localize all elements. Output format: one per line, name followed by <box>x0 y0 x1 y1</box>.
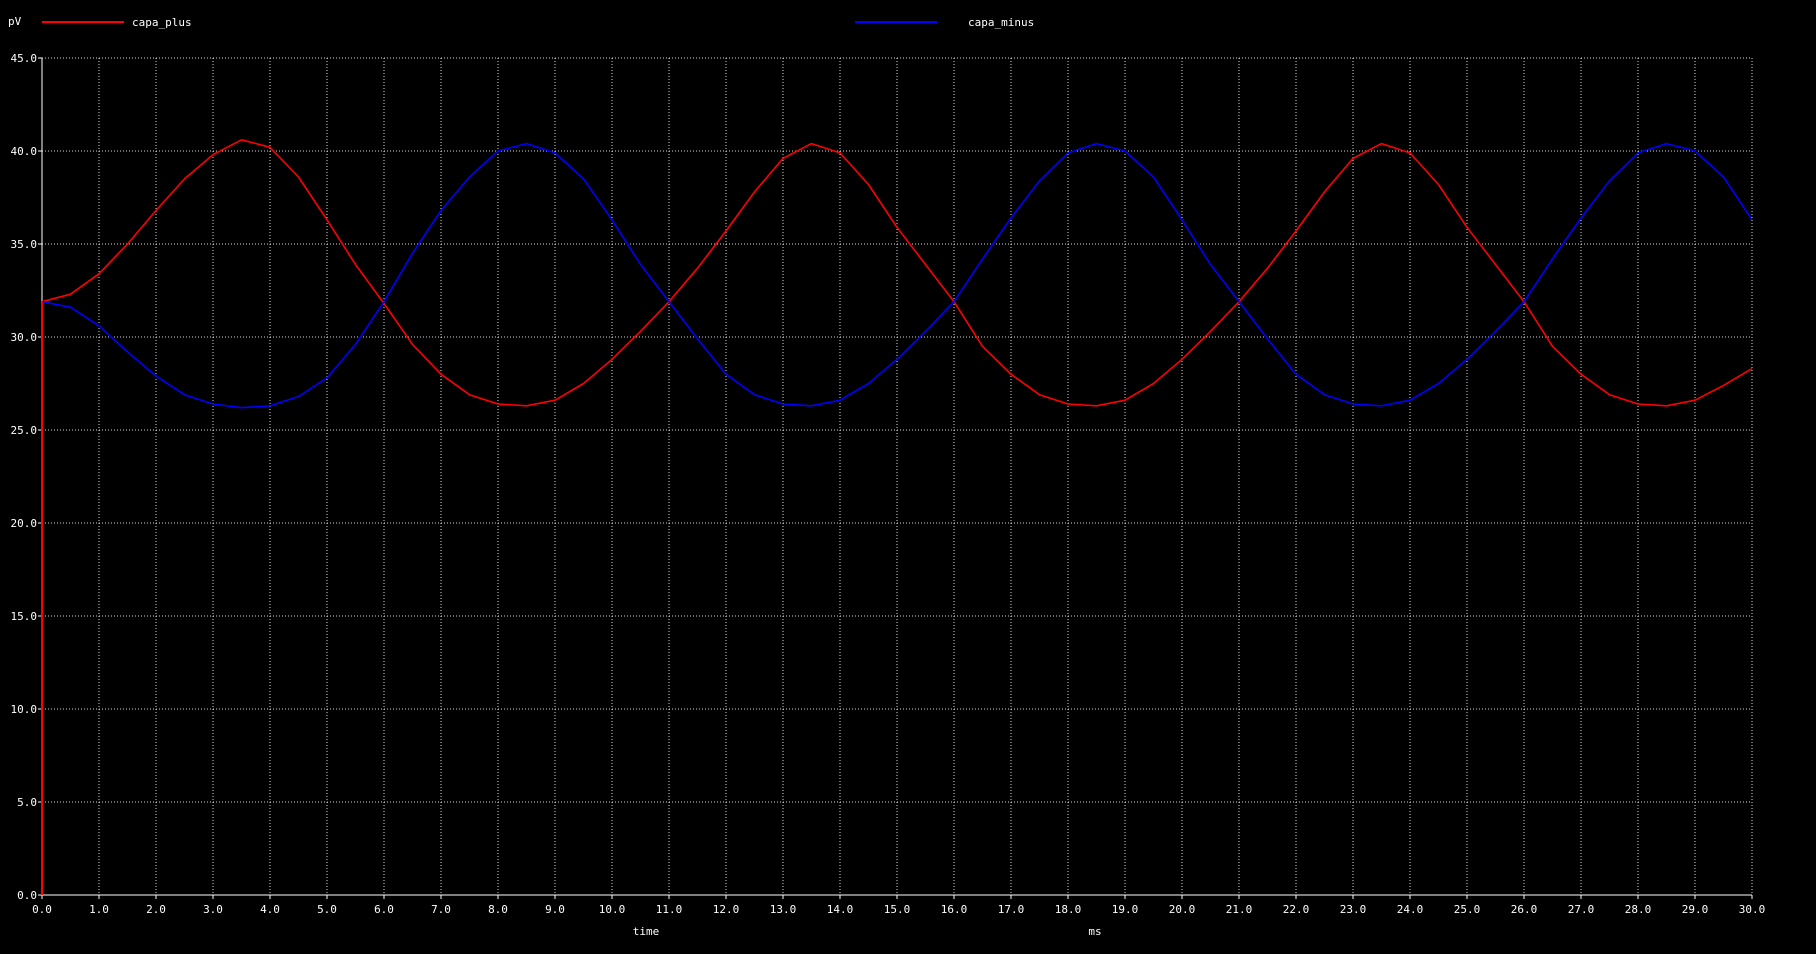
x-tick-label: 14.0 <box>827 903 854 916</box>
y-tick-label: 40.0 <box>11 145 38 158</box>
x-tick-label: 18.0 <box>1055 903 1082 916</box>
y-axis-unit-label: pV <box>8 15 22 28</box>
y-tick-label: 25.0 <box>11 424 38 437</box>
series-line-capa-plus <box>41 139 1753 407</box>
x-tick-label: 26.0 <box>1511 903 1538 916</box>
x-tick-label: 10.0 <box>599 903 626 916</box>
x-tick-label: 15.0 <box>884 903 911 916</box>
x-tick-label: 0.0 <box>32 903 52 916</box>
x-tick-label: 2.0 <box>146 903 166 916</box>
x-tick-label: 3.0 <box>203 903 223 916</box>
legend-label: capa_minus <box>968 16 1034 29</box>
x-tick-label: 27.0 <box>1568 903 1595 916</box>
y-tick-label: 5.0 <box>17 796 37 809</box>
x-tick-label: 23.0 <box>1340 903 1367 916</box>
series-lines <box>41 139 1753 895</box>
x-tick-label: 21.0 <box>1226 903 1253 916</box>
x-tick-label: 30.0 <box>1739 903 1766 916</box>
x-tick-label: 6.0 <box>374 903 394 916</box>
x-tick-label: 7.0 <box>431 903 451 916</box>
y-tick-label: 30.0 <box>11 331 38 344</box>
y-tick-label: 15.0 <box>11 610 38 623</box>
legend-label: capa_plus <box>132 16 192 29</box>
x-axis-label: time <box>633 925 660 938</box>
x-tick-label: 11.0 <box>656 903 683 916</box>
y-tick-label: 10.0 <box>11 703 38 716</box>
series-line-capa-minus <box>41 142 1753 409</box>
x-tick-labels: 0.0 1.0 2.0 3.0 4.0 5.0 6.0 7.0 8.0 9.0 10.0 11.0 12… <box>32 903 1765 916</box>
y-tick-label: 20.0 <box>11 517 38 530</box>
x-tick-label: 20.0 <box>1169 903 1196 916</box>
x-tick-label: 22.0 <box>1283 903 1310 916</box>
x-tick-label: 4.0 <box>260 903 280 916</box>
y-tick-label: 45.0 <box>11 52 38 65</box>
x-tick-label: 16.0 <box>941 903 968 916</box>
x-tick-label: 5.0 <box>317 903 337 916</box>
y-tick-label: 35.0 <box>11 238 38 251</box>
x-tick-label: 29.0 <box>1682 903 1709 916</box>
y-tick-labels: 0.0 5.0 10.0 15.0 20.0 25.0 30.0 35.0 40.0 45.0 <box>11 52 38 902</box>
x-tick-label: 12.0 <box>713 903 740 916</box>
x-tick-label: 9.0 <box>545 903 565 916</box>
x-axis-unit-label: ms <box>1088 925 1101 938</box>
x-tick-label: 8.0 <box>488 903 508 916</box>
x-tick-label: 17.0 <box>998 903 1025 916</box>
x-tick-label: 25.0 <box>1454 903 1481 916</box>
x-tick-label: 13.0 <box>770 903 797 916</box>
y-tick-label: 0.0 <box>17 889 37 902</box>
legend: capa_plus capa_minus <box>42 16 1034 29</box>
x-tick-label: 19.0 <box>1112 903 1139 916</box>
x-tick-label: 1.0 <box>89 903 109 916</box>
grid <box>42 57 1753 895</box>
x-tick-label: 28.0 <box>1625 903 1652 916</box>
x-tick-label: 24.0 <box>1397 903 1424 916</box>
